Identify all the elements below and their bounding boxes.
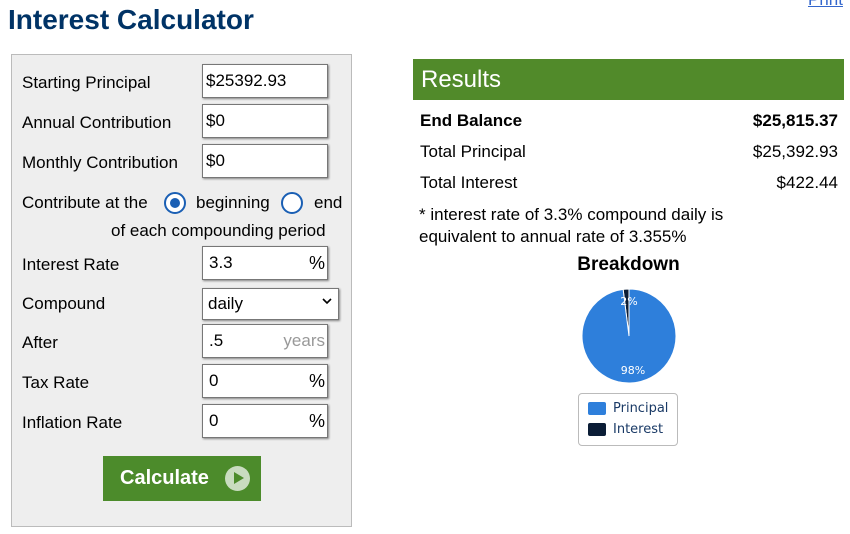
after-field[interactable]: years <box>202 324 328 358</box>
tax-rate-field[interactable]: % <box>202 364 328 398</box>
pie-slice-principal <box>581 288 677 384</box>
breakdown-pie-chart: 2% 98% <box>581 288 677 384</box>
pie-label-principal: 98% <box>621 364 645 377</box>
end-balance-label: End Balance <box>420 111 523 130</box>
breakdown-title: Breakdown <box>577 254 680 275</box>
starting-principal-label: Starting Principal <box>22 73 151 92</box>
chart-legend: Principal Interest <box>578 393 678 446</box>
radio-end[interactable] <box>281 192 303 214</box>
calculate-button[interactable]: Calculate <box>103 456 261 501</box>
total-principal-label: Total Principal <box>420 142 526 161</box>
page-title: Interest Calculator <box>8 4 254 35</box>
pie-label-interest: 2% <box>620 295 637 308</box>
annual-contribution-input[interactable] <box>206 111 323 131</box>
annual-contribution-label: Annual Contribution <box>22 113 172 132</box>
percent-unit: % <box>308 252 325 273</box>
end-balance-value: $25,815.37 <box>752 111 838 130</box>
compound-select[interactable]: daily <box>202 288 339 320</box>
print-link[interactable]: Print <box>808 0 843 10</box>
compound-label: Compound <box>22 294 106 313</box>
end-balance-row: End Balance $25,815.37 <box>420 111 838 131</box>
interest-rate-label: Interest Rate <box>22 255 120 274</box>
contribute-label: Contribute at the <box>22 193 148 212</box>
legend-item-principal[interactable]: Principal <box>588 400 668 416</box>
total-interest-row: Total Interest $422.44 <box>420 173 838 193</box>
results-header: Results <box>413 59 844 100</box>
contribute-suffix: of each compounding period <box>111 221 326 240</box>
play-icon <box>225 466 250 491</box>
radio-beginning[interactable] <box>164 192 186 214</box>
rate-note: * interest rate of 3.3% compound daily i… <box>419 205 724 246</box>
radio-end-label[interactable]: end <box>314 193 343 212</box>
chevron-down-icon <box>322 298 332 305</box>
legend-label-principal: Principal <box>613 400 669 416</box>
tax-rate-input[interactable] <box>206 371 305 391</box>
inflation-rate-input[interactable] <box>206 411 305 431</box>
interest-rate-input[interactable] <box>206 253 305 273</box>
input-panel: Starting Principal Annual Contribution M… <box>11 54 352 527</box>
annual-contribution-field[interactable] <box>202 104 328 138</box>
after-label: After <box>22 333 58 352</box>
inflation-rate-label: Inflation Rate <box>22 413 123 432</box>
total-principal-value: $25,392.93 <box>752 142 838 161</box>
years-unit: years <box>283 331 325 350</box>
legend-item-interest[interactable]: Interest <box>588 421 663 437</box>
legend-swatch-interest <box>588 422 606 436</box>
total-interest-value: $422.44 <box>776 173 838 192</box>
monthly-contribution-field[interactable] <box>202 144 328 178</box>
percent-unit: % <box>308 410 325 431</box>
calculate-button-label: Calculate <box>120 467 209 489</box>
after-input[interactable] <box>206 331 269 351</box>
monthly-contribution-input[interactable] <box>206 151 323 171</box>
total-principal-row: Total Principal $25,392.93 <box>420 142 838 162</box>
legend-label-interest: Interest <box>613 421 664 437</box>
monthly-contribution-label: Monthly Contribution <box>22 153 178 172</box>
tax-rate-label: Tax Rate <box>22 373 90 392</box>
legend-swatch-principal <box>588 401 606 415</box>
inflation-rate-field[interactable]: % <box>202 404 328 438</box>
radio-beginning-label[interactable]: beginning <box>196 193 270 212</box>
interest-rate-field[interactable]: % <box>202 246 328 280</box>
starting-principal-input[interactable] <box>206 71 323 91</box>
starting-principal-field[interactable] <box>202 64 328 98</box>
total-interest-label: Total Interest <box>420 173 518 192</box>
percent-unit: % <box>308 370 325 391</box>
compound-selected-value: daily <box>208 294 243 313</box>
